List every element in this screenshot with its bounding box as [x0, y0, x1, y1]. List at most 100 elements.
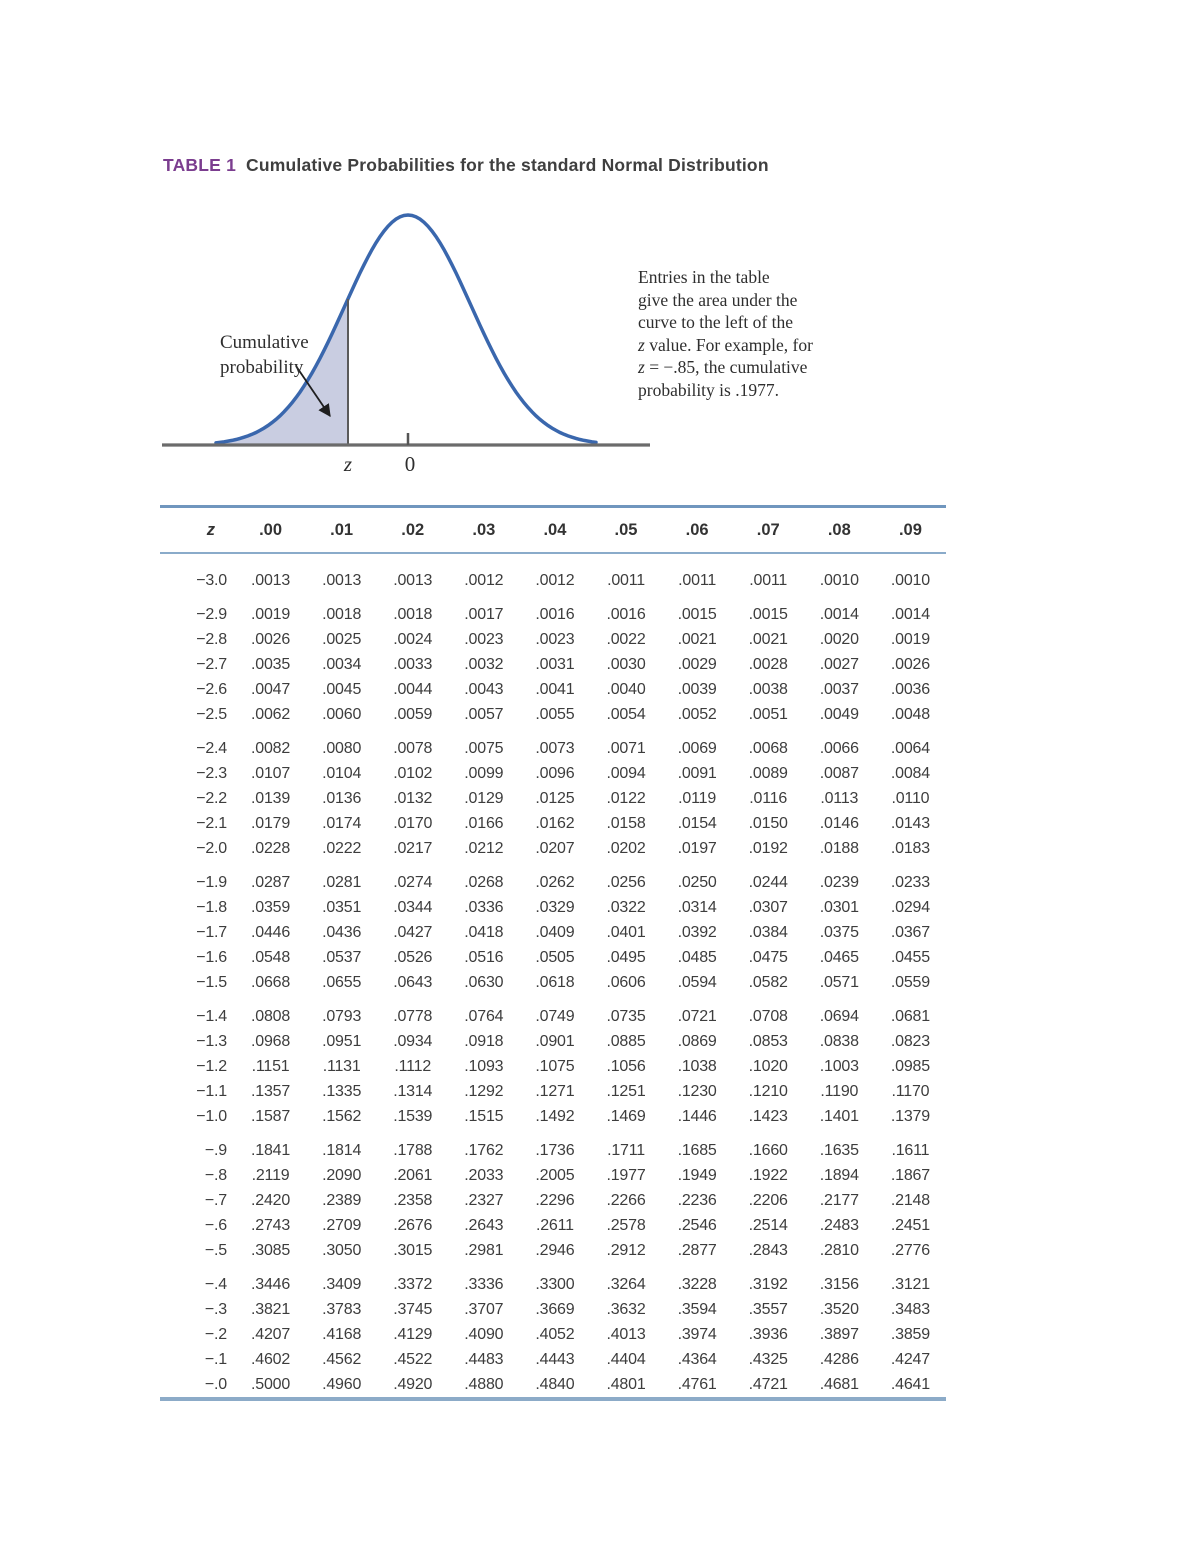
probability-cell: .0392 [677, 923, 717, 941]
probability-cell: .0048 [890, 705, 930, 723]
probability-cell: .0043 [464, 680, 504, 698]
probability-cell: .0125 [535, 789, 575, 807]
probability-cell: .0934 [393, 1032, 433, 1050]
probability-cell: .0060 [322, 705, 362, 723]
probability-cell: .2877 [677, 1241, 717, 1259]
probability-cell: .0314 [677, 898, 717, 916]
probability-cell: .0024 [393, 630, 433, 648]
probability-cell: .1562 [322, 1107, 362, 1125]
probability-cell: .0020 [819, 630, 859, 648]
probability-cell: .0207 [535, 839, 575, 857]
probability-cell: .0901 [535, 1032, 575, 1050]
probability-cell: .0455 [890, 948, 930, 966]
cumulative-probability-label-line1: Cumulative [220, 332, 309, 353]
probability-cell: .2206 [748, 1191, 788, 1209]
table-row: −.0 .5000 .4960 .4920 .4880 .4840 .4801 .4761 .4… [160, 1372, 946, 1399]
z-value-cell: −2.6 [196, 680, 227, 698]
probability-cell: .3409 [322, 1275, 362, 1293]
probability-cell: .0294 [890, 898, 930, 916]
annotation-line: z value. For example, for [638, 334, 813, 355]
probability-cell: .3085 [251, 1241, 291, 1259]
probability-cell: .0359 [251, 898, 291, 916]
probability-cell: .4247 [890, 1350, 930, 1368]
probability-cell: .0329 [535, 898, 575, 916]
table-number-label: TABLE 1 [163, 155, 237, 175]
probability-cell: .0183 [890, 839, 930, 857]
table-row: −3.0 .0013 .0013 .0013 .0012 .0012 .0011 .0011.… [160, 553, 946, 593]
probability-cell: .1841 [251, 1141, 291, 1159]
probability-cell: .0516 [464, 948, 504, 966]
probability-cell: .0010 [819, 571, 859, 589]
probability-cell: .0051 [748, 705, 788, 723]
probability-cell: .0244 [748, 873, 788, 891]
cumulative-area-shade [216, 298, 348, 445]
probability-cell: .0039 [677, 680, 717, 698]
probability-cell: .0222 [322, 839, 362, 857]
probability-cell: .4168 [322, 1325, 362, 1343]
probability-cell: .4761 [677, 1375, 717, 1393]
probability-cell: .4641 [890, 1375, 930, 1393]
probability-cell: .2005 [535, 1166, 575, 1184]
probability-cell: .0075 [464, 739, 504, 757]
probability-cell: .3783 [322, 1300, 362, 1318]
probability-cell: .0217 [393, 839, 433, 857]
probability-cell: .0537 [322, 948, 362, 966]
probability-cell: .2709 [322, 1216, 362, 1234]
probability-cell: .1003 [819, 1057, 859, 1075]
table-row: −.5 .3085 .3050 .3015 .2981 .2946 .2912 .2877 .2… [160, 1238, 946, 1263]
table-row: −2.7 .0035 .0034 .0033 .0032 .0031 .0030 .0029.… [160, 652, 946, 677]
probability-cell: .0019 [251, 605, 291, 623]
probability-cell: .1271 [535, 1082, 575, 1100]
probability-cell: .0694 [819, 1007, 859, 1025]
probability-cell: .0047 [251, 680, 291, 698]
probability-cell: .0268 [464, 873, 504, 891]
probability-cell: .3300 [535, 1275, 575, 1293]
probability-cell: .0016 [606, 605, 646, 623]
probability-cell: .1292 [464, 1082, 504, 1100]
probability-cell: .0057 [464, 705, 504, 723]
annotation-line: z = −.85, the cumulative [638, 357, 808, 378]
z-value-cell: −1.6 [196, 948, 227, 966]
probability-cell: .0073 [535, 739, 575, 757]
pointer-arrow [295, 365, 331, 418]
page-title: TABLE 1 Cumulative Probabilities for the … [163, 155, 769, 176]
probability-cell: .0059 [393, 705, 433, 723]
z-value-cell: −2.9 [196, 605, 227, 623]
z-value-cell: −.4 [204, 1275, 227, 1293]
probability-cell: .2810 [819, 1241, 859, 1259]
normal-curve-figure: z 0 Cumulative probability [158, 195, 658, 485]
probability-cell: .3632 [606, 1300, 646, 1318]
probability-cell: .0606 [606, 973, 646, 991]
probability-cell: .0336 [464, 898, 504, 916]
z-value-cell: −.7 [204, 1191, 227, 1209]
probability-cell: .4483 [464, 1350, 504, 1368]
column-header: .04 [519, 506, 591, 554]
probability-cell: .0409 [535, 923, 575, 941]
probability-cell: .2420 [251, 1191, 291, 1209]
table-row: −2.1 .0179 .0174 .0170 .0166 .0162 .0158 .0154.… [160, 811, 946, 836]
probability-cell: .0582 [748, 973, 788, 991]
probability-cell: .0055 [535, 705, 575, 723]
probability-cell: .2236 [677, 1191, 717, 1209]
z-value-cell: −2.3 [196, 764, 227, 782]
probability-cell: .3594 [677, 1300, 717, 1318]
probability-cell: .0010 [890, 571, 930, 589]
probability-cell: .2296 [535, 1191, 575, 1209]
table-row: −.7 .2420 .2389 .2358 .2327 .2296 .2266 .2236 .2… [160, 1188, 946, 1213]
probability-cell: .0202 [606, 839, 646, 857]
probability-cell: .2119 [251, 1166, 290, 1184]
probability-cell: .0087 [819, 764, 859, 782]
probability-cell: .1587 [251, 1107, 291, 1125]
probability-cell: .1788 [393, 1141, 433, 1159]
probability-cell: .0030 [606, 655, 646, 673]
probability-cell: .1093 [464, 1057, 504, 1075]
probability-cell: .0104 [322, 764, 362, 782]
probability-cell: .1075 [535, 1057, 575, 1075]
z-value-cell: −.5 [204, 1241, 227, 1259]
probability-cell: .4920 [393, 1375, 433, 1393]
probability-cell: .0256 [606, 873, 646, 891]
table-row: −.1 .4602 .4562 .4522 .4483 .4443 .4404 .4364 .4… [160, 1347, 946, 1372]
probability-cell: .3974 [677, 1325, 717, 1343]
z-value-cell: −1.1 [196, 1082, 227, 1100]
probability-cell: .0040 [606, 680, 646, 698]
